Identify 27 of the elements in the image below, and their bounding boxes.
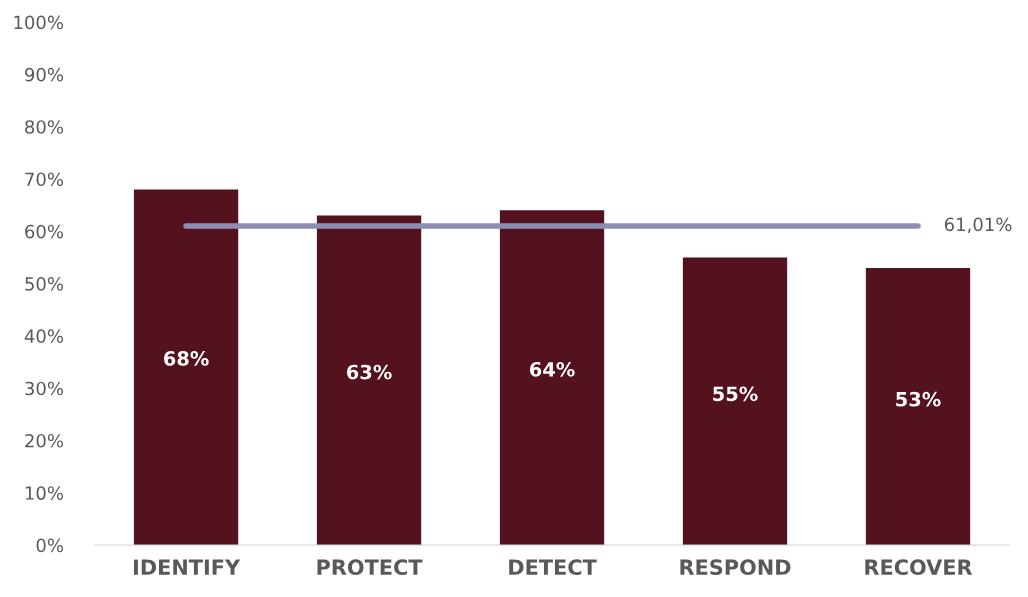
data-label: 68% [164,351,209,366]
bar [316,215,422,546]
data-label: 63% [346,364,392,380]
bar [682,257,788,546]
y-tick-label: 0% [36,538,64,553]
y-tick-label: 80% [25,120,64,134]
x-tick-label: RECOVER [865,559,973,576]
x-tick-label: PROTECT [317,559,423,576]
data-label: 55% [713,386,758,402]
bar [133,189,239,546]
x-tick-label: RESPOND [680,559,791,576]
x-tick-label: IDENTIFY [133,559,241,575]
y-tick-label: 70% [25,172,64,187]
y-tick-label: 30% [25,381,64,396]
data-label: 53% [896,391,941,407]
y-tick-label: 50% [25,277,64,291]
bar [499,210,605,546]
y-tick-label: 90% [25,67,64,82]
ref-line-label: 61,01% [944,217,1012,234]
y-tick-label: 10% [25,486,64,500]
y-tick-label: 20% [25,433,64,448]
x-tick-label: DETECT [509,559,597,576]
y-tick-label: 100% [14,15,64,30]
data-label: 64% [529,361,575,377]
y-tick-label: 40% [24,329,64,343]
bar [865,267,971,546]
y-tick-label: 60% [25,224,64,239]
